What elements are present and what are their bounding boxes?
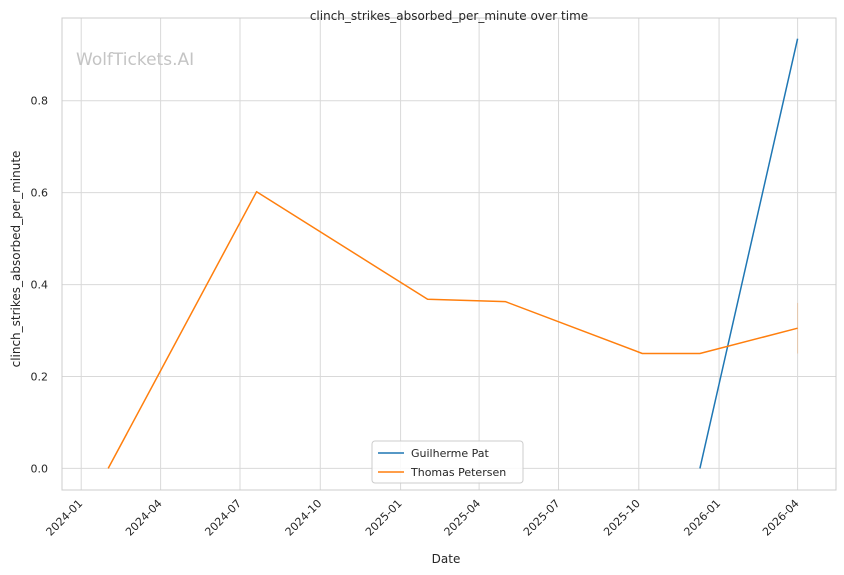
x-tick-label: 2025-10 <box>601 497 643 539</box>
x-tick-label: 2024-04 <box>123 497 165 539</box>
x-tick-label: 2026-04 <box>760 497 802 539</box>
series-line-thomas-petersen <box>107 190 798 469</box>
y-tick-label: 0.0 <box>31 462 49 475</box>
x-tick-label: 2024-07 <box>202 497 244 539</box>
x-tick-label: 2025-07 <box>521 497 563 539</box>
series-line-guilherme-pat <box>699 38 799 469</box>
legend-label-thomas-petersen: Thomas Petersen <box>410 466 506 479</box>
x-axis-title: Date <box>432 552 461 566</box>
chart-title: clinch_strikes_absorbed_per_minute over … <box>310 9 588 23</box>
plot-frame <box>61 17 837 491</box>
y-axis-title: clinch_strikes_absorbed_per_minute <box>9 151 23 368</box>
x-tick-label: 2025-01 <box>363 497 405 539</box>
x-tick-label: 2026-01 <box>681 497 723 539</box>
grid-layer <box>62 18 836 490</box>
y-tick-label: 0.2 <box>31 370 49 383</box>
x-tick-label: 2024-01 <box>44 497 86 539</box>
x-tick-labels: 2024-01 2024-04 2024-07 2024-10 2025-01 2025-… <box>44 497 802 539</box>
series-layer <box>107 38 799 469</box>
watermark-text: WolfTickets.AI <box>76 50 194 70</box>
y-tick-label: 0.4 <box>31 279 49 292</box>
y-tick-label: 0.8 <box>31 95 49 108</box>
legend: Guilherme Pat Thomas Petersen <box>371 440 524 484</box>
y-tick-label: 0.6 <box>31 187 49 200</box>
legend-box <box>371 440 524 484</box>
x-tick-label: 2024-10 <box>283 497 325 539</box>
x-tick-label: 2025-04 <box>442 497 484 539</box>
y-tick-labels: 0.0 0.2 0.4 0.6 0.8 <box>31 95 49 476</box>
legend-label-guilherme-pat: Guilherme Pat <box>411 447 490 460</box>
